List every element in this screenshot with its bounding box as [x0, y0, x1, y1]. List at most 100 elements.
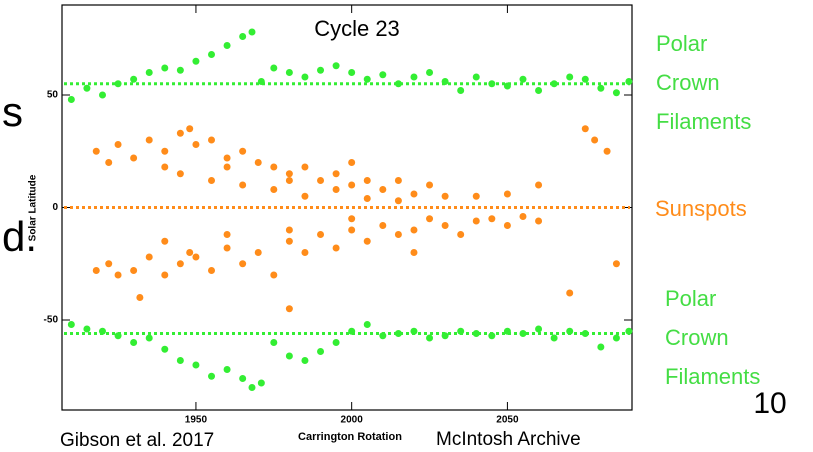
data-point: [457, 87, 465, 94]
data-point: [208, 372, 216, 380]
data-point: [301, 73, 309, 81]
data-point: [83, 325, 91, 333]
data-point: [285, 177, 293, 184]
annotation: Sunspots: [655, 196, 747, 221]
data-point: [503, 222, 511, 229]
data-point: [394, 330, 402, 337]
data-point: [192, 57, 200, 65]
data-point: [503, 327, 511, 335]
data-point: [145, 253, 153, 261]
data-point: [488, 332, 496, 340]
data-point: [176, 129, 184, 137]
data-point: [394, 80, 402, 88]
data-point: [105, 159, 113, 166]
data-point: [410, 226, 418, 234]
data-point: [223, 154, 231, 162]
data-point: [379, 71, 387, 79]
annotation: Polar: [656, 31, 707, 56]
data-point: [535, 325, 543, 333]
data-point: [239, 260, 247, 268]
data-point: [348, 159, 356, 166]
data-point: [208, 267, 216, 274]
data-point: [223, 231, 231, 238]
data-point: [566, 327, 574, 335]
data-point: [348, 215, 356, 223]
y-tick-label: 50: [47, 90, 59, 101]
data-point: [441, 222, 449, 229]
data-point: [208, 136, 216, 144]
data-point: [503, 190, 511, 198]
annotation: Crown: [656, 70, 720, 95]
credit: Gibson et al. 2017: [60, 430, 214, 451]
data-point: [130, 75, 138, 83]
data-point: [550, 80, 558, 88]
data-point: [597, 84, 605, 92]
data-point: [625, 78, 633, 85]
data-point: [379, 332, 387, 340]
data-point: [488, 80, 496, 88]
data-point: [410, 190, 418, 198]
x-axis-label: Carrington Rotation: [298, 431, 402, 443]
data-point: [257, 78, 265, 85]
data-point: [161, 64, 169, 72]
data-point: [223, 163, 231, 171]
data-point: [317, 66, 325, 74]
data-point: [348, 327, 356, 335]
data-point: [285, 237, 293, 245]
data-point: [519, 75, 527, 83]
data-point: [612, 89, 620, 97]
data-point: [161, 163, 169, 171]
data-point: [457, 327, 465, 335]
data-point: [301, 249, 309, 256]
data-point: [441, 192, 449, 200]
data-point: [145, 334, 153, 342]
data-point: [114, 80, 122, 88]
data-point: [270, 339, 278, 346]
data-point: [83, 84, 91, 92]
data-point: [550, 334, 558, 342]
data-point: [114, 332, 122, 340]
data-point: [208, 177, 216, 184]
data-point: [161, 271, 169, 279]
data-point: [612, 334, 620, 342]
data-point: [114, 271, 122, 279]
data-point: [301, 357, 309, 364]
data-point: [186, 249, 194, 256]
data-point: [145, 69, 153, 76]
data-point: [114, 141, 122, 148]
data-point: [176, 357, 184, 364]
data-point: [488, 215, 496, 223]
x-tick-label: 1950: [185, 415, 208, 426]
data-point: [426, 215, 434, 223]
data-point: [176, 170, 184, 178]
data-point: [426, 69, 434, 76]
data-point: [161, 345, 169, 353]
data-point: [317, 231, 325, 238]
data-point: [332, 186, 340, 193]
data-point: [457, 231, 465, 238]
annotation: Crown: [665, 325, 729, 350]
data-point: [441, 78, 449, 85]
data-point: [363, 237, 371, 245]
x-tick-label: 2000: [341, 415, 364, 426]
data-point: [581, 330, 589, 337]
data-point: [472, 192, 480, 200]
data-point: [394, 197, 402, 205]
data-point: [363, 321, 371, 328]
data-point: [223, 244, 231, 252]
data-point: [535, 181, 543, 189]
data-point: [566, 289, 574, 297]
data-point: [301, 192, 309, 200]
data-point: [186, 125, 194, 133]
data-point: [239, 33, 247, 40]
data-point: [612, 260, 620, 268]
data-point: [92, 147, 100, 155]
data-point: [317, 177, 325, 184]
data-point: [285, 69, 293, 76]
x-tick-label: 2050: [496, 415, 519, 426]
data-point: [130, 154, 138, 162]
data-point: [285, 305, 293, 313]
data-point: [625, 327, 633, 335]
data-point: [332, 244, 340, 252]
data-point: [410, 249, 418, 256]
